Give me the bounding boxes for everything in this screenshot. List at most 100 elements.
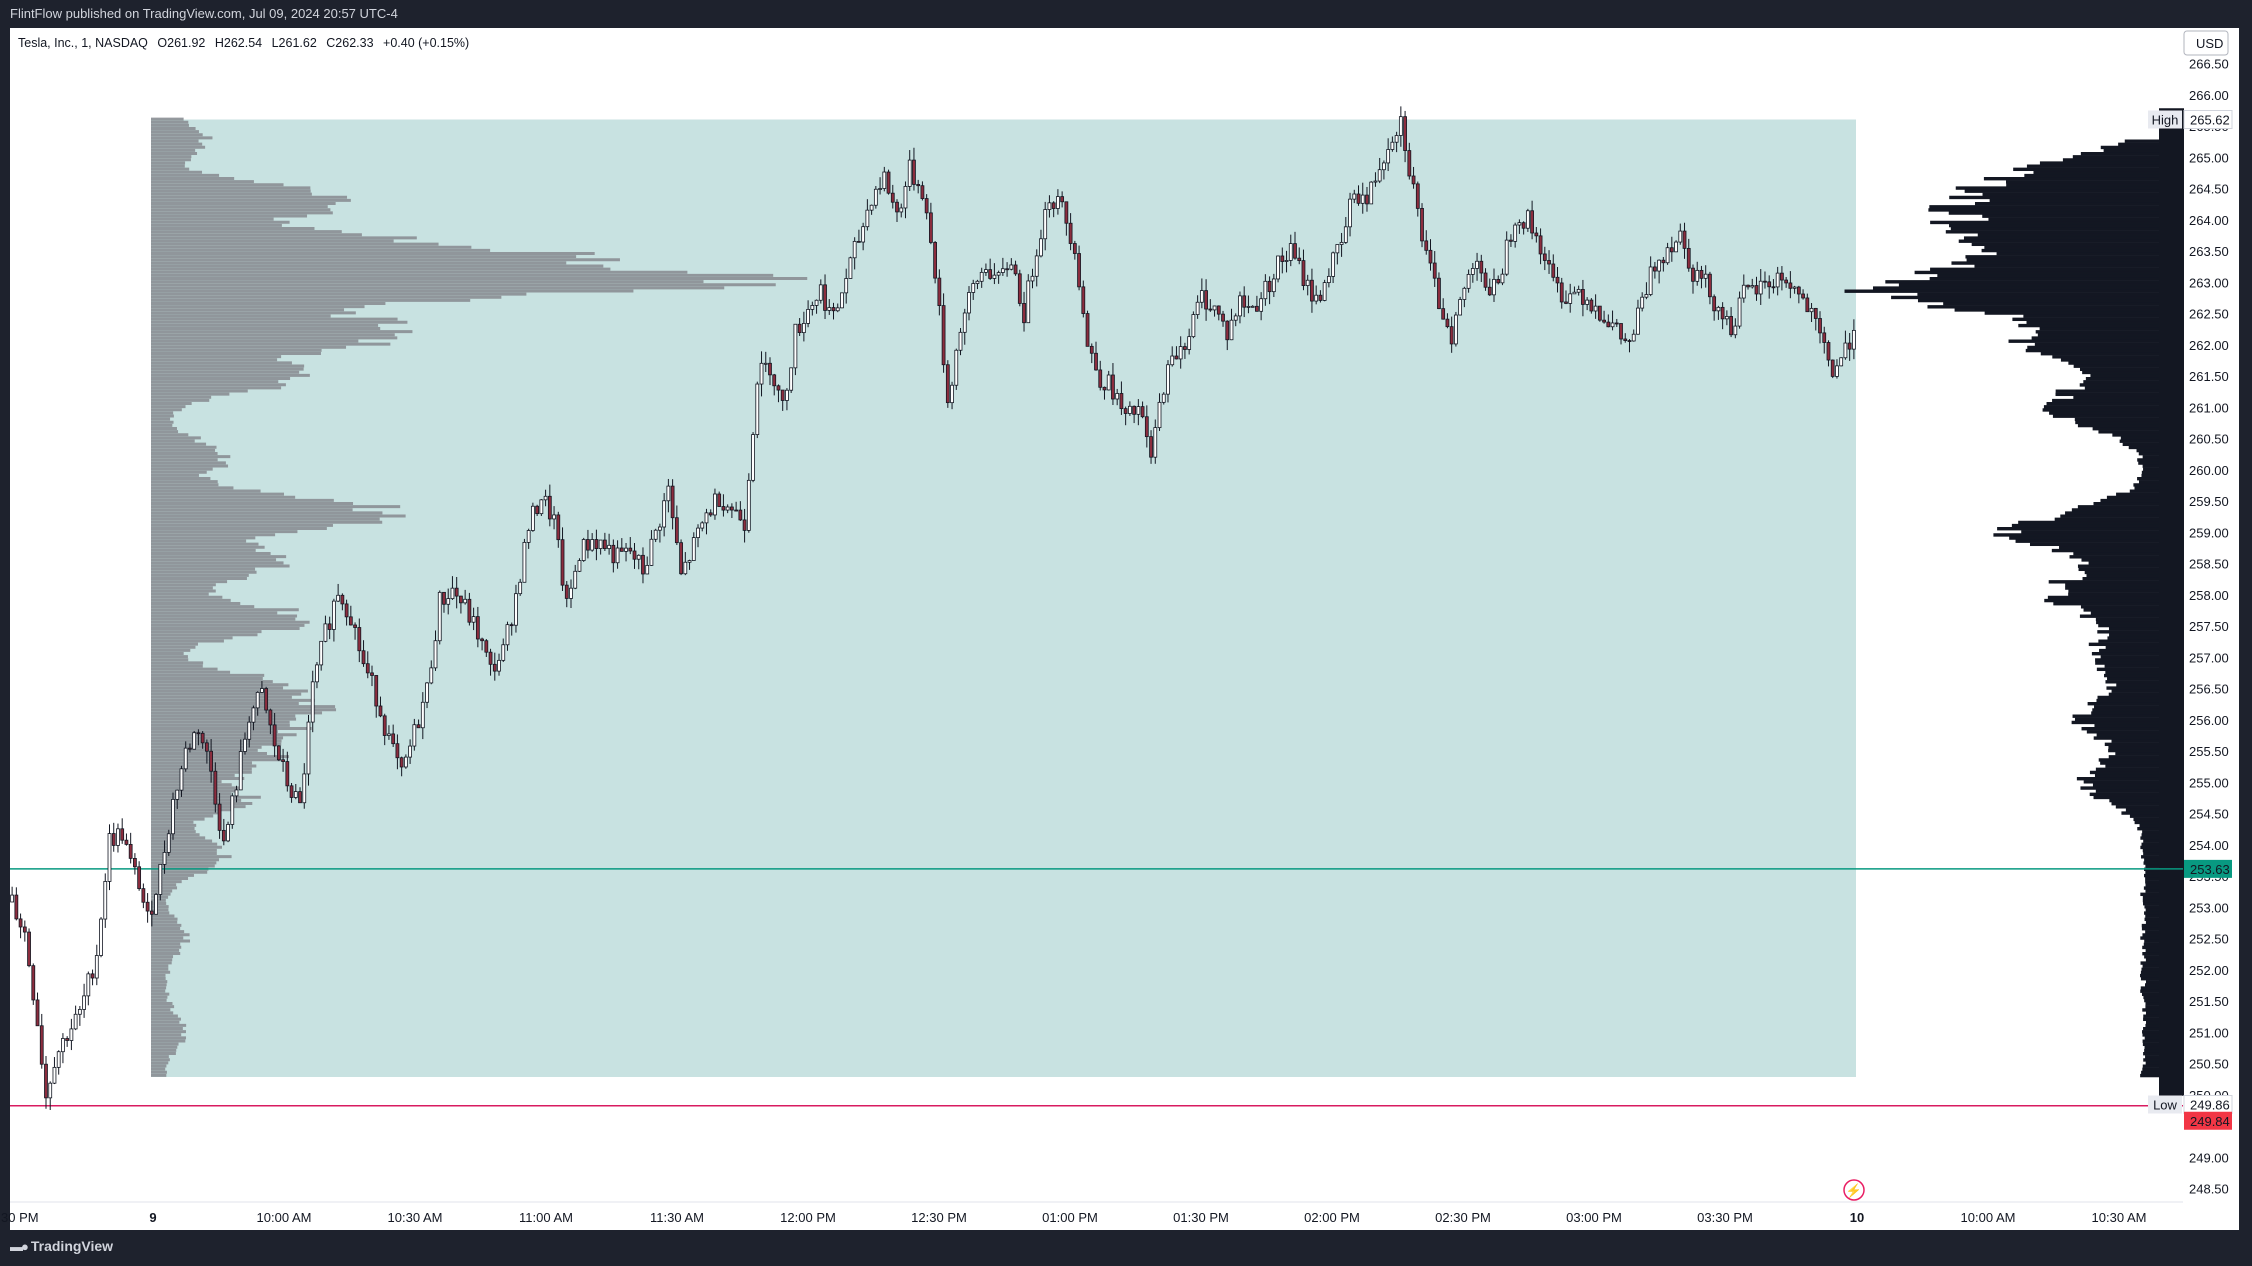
left-profile-bar <box>151 242 439 246</box>
left-profile-bar <box>151 202 336 205</box>
right-profile-bar <box>2139 823 2163 828</box>
right-profile-bar <box>2047 595 2163 600</box>
candle-body <box>27 931 31 967</box>
right-profile-bar <box>2141 1070 2163 1075</box>
left-profile-bar <box>151 792 232 796</box>
candle-body <box>99 918 103 956</box>
candle-body <box>1331 252 1335 277</box>
right-profile-bar <box>2105 645 2163 650</box>
candle-body <box>1703 273 1708 279</box>
left-profile-bar <box>151 408 182 412</box>
candle-body <box>243 738 247 752</box>
candle-body <box>137 866 142 890</box>
right-profile-bar <box>2093 736 2163 740</box>
candle-body <box>442 591 446 605</box>
right-profile-bar <box>2133 817 2163 822</box>
horizontal-lines <box>10 868 2183 1107</box>
left-profile-bar <box>151 289 634 293</box>
left-profile-bar <box>151 142 203 146</box>
legend-high: H262.54 <box>214 36 263 50</box>
right-profile-bar <box>2144 998 2163 1003</box>
right-profile-bar <box>2088 561 2163 565</box>
candle-body <box>1441 308 1446 320</box>
left-profile-bar <box>151 286 725 290</box>
price-label-tag-box <box>2148 1095 2182 1114</box>
right-profile-bar <box>2018 520 2163 525</box>
candle-body <box>835 307 840 312</box>
candle-body <box>1602 319 1606 323</box>
candle-body <box>751 434 755 481</box>
candle-body <box>1572 291 1577 295</box>
symbol-title[interactable]: Tesla, Inc., 1, NASDAQ <box>18 36 148 50</box>
left-profile-bar <box>151 980 168 984</box>
left-profile-bar <box>151 952 181 955</box>
right-profile-bar <box>2111 689 2163 693</box>
candle-body <box>531 505 535 531</box>
candle-body <box>1212 305 1217 311</box>
left-profile-bar <box>151 977 166 980</box>
right-profile-bar <box>2140 977 2163 981</box>
right-profile-bar <box>2140 845 2163 850</box>
x-tick-label: 01:30 PM <box>1173 1210 1229 1225</box>
candle-body <box>209 750 213 772</box>
price-axis[interactable]: USD266.50266.00265.50265.00264.50264.002… <box>2183 30 2229 1197</box>
right-profile-bar <box>2052 398 2163 403</box>
candle-body <box>1454 314 1458 345</box>
left-profile-bar <box>151 183 284 187</box>
candle-body <box>306 721 311 775</box>
candle-body <box>535 505 540 515</box>
candle-body <box>645 565 650 575</box>
left-profile-bar <box>151 1064 167 1068</box>
left-profile-bar <box>151 705 336 709</box>
left-profile-bar <box>151 217 274 221</box>
right-profile-bar <box>2095 767 2163 772</box>
tradingview-logo[interactable]: ▬● TradingView <box>10 1238 113 1254</box>
left-profile-bar <box>151 598 231 602</box>
candle-body <box>1487 286 1492 296</box>
time-axis[interactable]: :30 PM 9 10:00 AM 10:30 AM 11:00 AM 11:30 AM 1… <box>0 1201 2183 1225</box>
left-profile-bar <box>151 517 380 521</box>
right-profile-bar <box>2106 686 2163 690</box>
left-profile-bar <box>151 667 218 671</box>
left-profile-bar <box>151 358 278 362</box>
right-profile-bar <box>1982 214 2163 218</box>
currency-box <box>2183 30 2229 56</box>
candle-body <box>1432 262 1437 279</box>
candle-body <box>1792 286 1797 289</box>
candle-body <box>861 226 866 243</box>
left-profile-bar <box>151 423 173 427</box>
right-profile-bar <box>2143 852 2163 856</box>
candle-body <box>22 926 27 933</box>
left-profile-bar <box>151 264 604 268</box>
candle-body <box>653 529 658 540</box>
candle-body <box>518 581 523 595</box>
right-profile-bar <box>2100 498 2163 503</box>
candle-body <box>886 171 891 194</box>
candle-body <box>403 756 408 768</box>
right-profile-bar <box>1984 245 2163 250</box>
left-profile-bar <box>151 530 298 534</box>
right-profile-bar <box>2140 989 2163 993</box>
candle-body <box>1034 255 1039 277</box>
right-profile-bar <box>2100 761 2163 765</box>
y-tick-label: 257.50 <box>2189 619 2229 634</box>
right-profile-bar <box>2098 623 2163 628</box>
candle-body <box>1822 332 1827 343</box>
y-tick-label: 263.50 <box>2189 244 2229 259</box>
right-profile-bar <box>2144 1036 2163 1040</box>
lightning-icon <box>1843 1179 1865 1201</box>
left-profile-bar <box>151 1058 170 1062</box>
candle-body <box>420 701 425 729</box>
right-profile-bar <box>1872 286 2163 290</box>
candle-body <box>310 681 315 723</box>
right-profile-bar <box>2142 1030 2163 1034</box>
y-tick-label: 254.50 <box>2189 807 2229 822</box>
candle-body <box>1614 322 1619 325</box>
left-profile-bar <box>151 1055 169 1059</box>
left-profile-bar <box>151 267 611 271</box>
left-profile-bar <box>151 595 223 599</box>
candle-body <box>1305 279 1310 286</box>
candle-body <box>1161 393 1166 403</box>
right-profile-bar <box>1930 220 2163 225</box>
